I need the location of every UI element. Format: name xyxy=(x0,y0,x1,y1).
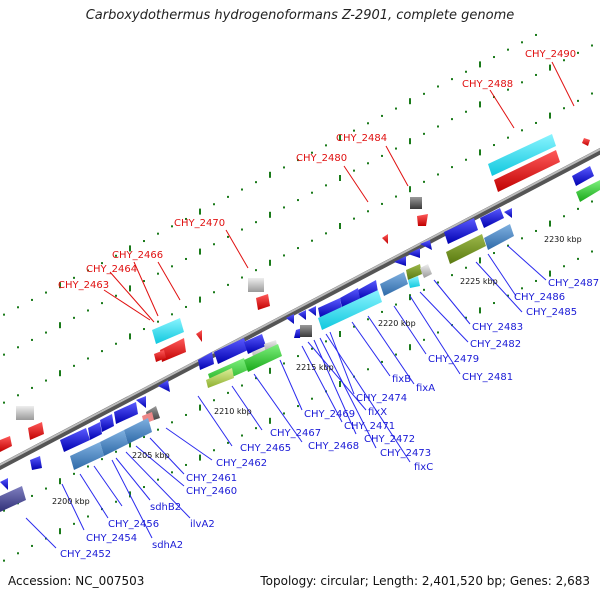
gene-label: sdhB2 xyxy=(150,502,181,513)
red-gene-labels: CHY_2463 CHY_2464 CHY_2466 CHY_2470 CHY_… xyxy=(58,49,576,291)
gene-label: fixC xyxy=(414,462,433,473)
gene-label: CHY_2488 xyxy=(462,79,513,90)
gene-label: CHY_2452 xyxy=(60,549,111,560)
gene-label: CHY_2460 xyxy=(186,486,237,497)
topology-text: Topology: circular; Length: 2,401,520 bp… xyxy=(260,574,590,588)
gene-label: CHY_2456 xyxy=(108,519,159,530)
gene-label: sdhA2 xyxy=(152,540,183,551)
gene-label: CHY_2473 xyxy=(380,448,431,459)
gene-label: CHY_2474 xyxy=(356,393,407,404)
gene-label: fixA xyxy=(416,383,435,394)
scale-label-2210: 2210 kbp xyxy=(214,407,252,416)
gene-label: CHY_2486 xyxy=(514,292,565,303)
gene-label: CHY_2479 xyxy=(428,354,479,365)
scale-labels: 2200 kbp 2205 kbp 2210 kbp 2215 kbp 2220… xyxy=(52,235,582,506)
gene-label: CHY_2467 xyxy=(270,428,321,439)
gene-label: CHY_2485 xyxy=(526,307,577,318)
gene-label: CHY_2469 xyxy=(304,409,355,420)
gene-label: CHY_2490 xyxy=(525,49,576,60)
gene-label: fixB xyxy=(392,374,411,385)
accession-text: Accession: NC_007503 xyxy=(8,574,145,588)
gene-shapes xyxy=(0,134,600,512)
scale-label-2225: 2225 kbp xyxy=(460,277,498,286)
scale-label-2220: 2220 kbp xyxy=(378,319,416,328)
gene-label: CHY_2471 xyxy=(344,421,395,432)
gene-label: CHY_2472 xyxy=(364,434,415,445)
gene-label: CHY_2464 xyxy=(86,264,137,275)
gene-label: CHY_2483 xyxy=(472,322,523,333)
red-leader-lines xyxy=(103,61,575,323)
blue-leader-lines xyxy=(25,245,547,549)
gene-label: CHY_2462 xyxy=(216,458,267,469)
scale-label-2200: 2200 kbp xyxy=(52,497,90,506)
gene-label: CHY_2480 xyxy=(296,153,347,164)
gene-label: CHY_2484 xyxy=(336,133,387,144)
gene-label: CHY_2463 xyxy=(58,280,109,291)
scale-label-2205: 2205 kbp xyxy=(132,451,170,460)
gene-label: CHY_2481 xyxy=(462,372,513,383)
gene-label: ilvA2 xyxy=(190,519,215,530)
scale-label-2230: 2230 kbp xyxy=(544,235,582,244)
gene-label: CHY_2466 xyxy=(112,250,163,261)
gene-label: CHY_2482 xyxy=(470,339,521,350)
gene-label: CHY_2487 xyxy=(548,278,599,289)
gene-label: CHY_2468 xyxy=(308,441,359,452)
gene-label: CHY_2461 xyxy=(186,473,237,484)
gene-label: CHY_2465 xyxy=(240,443,291,454)
genome-backbone xyxy=(0,147,600,471)
scale-label-2215: 2215 kbp xyxy=(296,363,334,372)
genome-title: Carboxydothermus hydrogenoformans Z-2901… xyxy=(85,8,515,23)
gene-label: CHY_2470 xyxy=(174,218,225,229)
position-ticks xyxy=(3,33,593,562)
gene-label: fixX xyxy=(368,407,387,418)
gene-label: CHY_2454 xyxy=(86,533,137,544)
blue-gene-labels: CHY_2452 CHY_2454 CHY_2456 sdhA2 sdhB2 i… xyxy=(60,278,599,560)
